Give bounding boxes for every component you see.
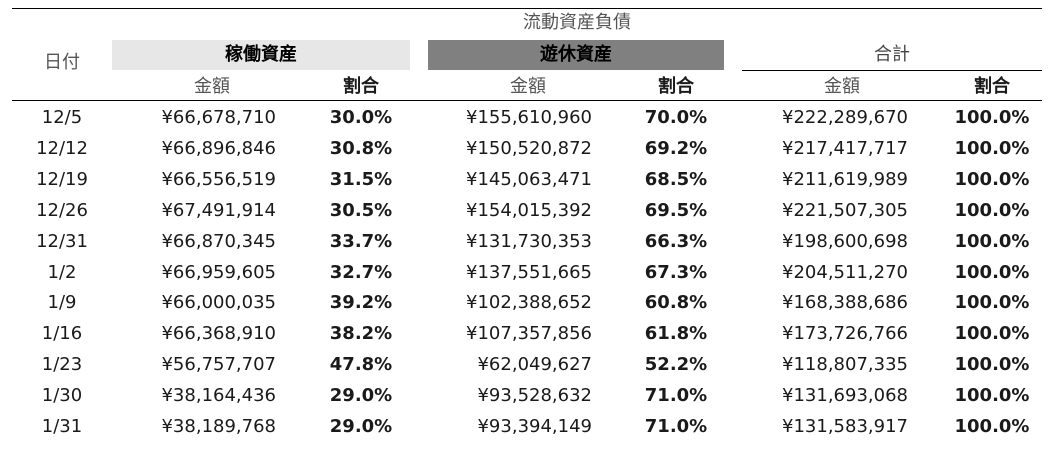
active-ratio-cell: 29.0%	[329, 416, 393, 437]
total-amount-cell: ¥173,726,766	[782, 323, 908, 345]
active-amount-cell: ¥38,189,768	[161, 416, 276, 437]
idle-amount-header: 金額	[510, 76, 546, 97]
idle-amount-cell: ¥62,049,627	[477, 354, 592, 376]
date-cell: 1/31	[41, 416, 83, 437]
idle-amount-cell: ¥150,520,872	[466, 137, 592, 159]
active-amount-cell: ¥56,757,707	[161, 354, 276, 376]
active-ratio-header: 割合	[343, 76, 379, 97]
group-header-active: 稼働資産	[112, 40, 410, 70]
total-amount-cell: ¥217,417,717	[782, 137, 908, 159]
idle-amount-cell: ¥93,528,632	[477, 385, 592, 407]
total-amount-cell: ¥198,600,698	[782, 230, 908, 252]
active-ratio-cell: 30.5%	[329, 199, 393, 221]
active-ratio-cell: 31.5%	[329, 168, 393, 190]
active-amount-cell: ¥38,164,436	[161, 385, 276, 407]
active-amount-cell: ¥66,368,910	[161, 323, 276, 345]
total-ratio-cell: 100.0%	[954, 323, 1030, 345]
active-ratio-cell: 32.7%	[329, 261, 393, 283]
date-cell: 12/26	[36, 199, 88, 221]
idle-ratio-header: 割合	[658, 76, 694, 97]
idle-amount-cell: ¥93,394,149	[477, 416, 592, 437]
idle-amount-cell: ¥145,063,471	[466, 168, 592, 190]
total-amount-cell: ¥131,583,917	[782, 416, 908, 437]
total-ratio-cell: 100.0%	[954, 354, 1030, 376]
total-ratio-cell: 100.0%	[954, 230, 1030, 252]
date-cell: 12/31	[36, 230, 88, 252]
date-cell: 1/23	[41, 354, 83, 376]
total-amount-header: 金額	[824, 76, 860, 97]
idle-ratio-cell: 68.5%	[644, 168, 708, 190]
active-amount-cell: ¥66,000,035	[161, 292, 276, 314]
date-header: 日付	[44, 52, 80, 73]
idle-ratio-cell: 61.8%	[644, 323, 708, 345]
active-amount-cell: ¥66,870,345	[161, 230, 276, 252]
total-ratio-cell: 100.0%	[954, 292, 1030, 314]
total-ratio-header: 割合	[974, 76, 1010, 97]
active-ratio-cell: 38.2%	[329, 323, 393, 345]
idle-ratio-cell: 67.3%	[644, 261, 708, 283]
idle-amount-cell: ¥102,388,652	[466, 292, 592, 314]
date-cell: 1/2	[47, 261, 77, 283]
date-cell: 1/30	[41, 385, 83, 407]
active-ratio-cell: 30.0%	[329, 107, 393, 128]
idle-ratio-cell: 69.5%	[644, 199, 708, 221]
active-amount-cell: ¥66,556,519	[161, 168, 276, 190]
total-amount-cell: ¥222,289,670	[782, 107, 908, 128]
total-amount-cell: ¥118,807,335	[782, 354, 908, 376]
idle-ratio-cell: 70.0%	[644, 107, 708, 128]
total-ratio-cell: 100.0%	[954, 107, 1030, 128]
group-header-total: 合計	[874, 44, 910, 65]
total-ratio-cell: 100.0%	[954, 137, 1030, 159]
date-cell: 1/9	[47, 292, 77, 314]
active-amount-cell: ¥66,959,605	[161, 261, 276, 283]
date-cell: 12/19	[36, 168, 88, 190]
total-ratio-cell: 100.0%	[954, 199, 1030, 221]
active-ratio-cell: 29.0%	[329, 385, 393, 407]
total-group-rule	[742, 70, 1042, 71]
idle-amount-cell: ¥155,610,960	[466, 107, 592, 128]
active-amount-header: 金額	[194, 76, 230, 97]
total-amount-cell: ¥221,507,305	[782, 199, 908, 221]
idle-ratio-cell: 60.8%	[644, 292, 708, 314]
total-amount-cell: ¥204,511,270	[782, 261, 908, 283]
total-ratio-cell: 100.0%	[954, 416, 1030, 437]
active-amount-cell: ¥66,896,846	[161, 137, 276, 159]
idle-ratio-cell: 66.3%	[644, 230, 708, 252]
active-amount-cell: ¥66,678,710	[161, 107, 276, 128]
active-amount-cell: ¥67,491,914	[161, 199, 276, 221]
idle-ratio-cell: 71.0%	[644, 385, 708, 407]
table-title: 流動資産負債	[523, 12, 631, 33]
total-ratio-cell: 100.0%	[954, 168, 1030, 190]
idle-amount-cell: ¥154,015,392	[466, 199, 592, 221]
date-cell: 12/12	[36, 137, 88, 159]
idle-ratio-cell: 52.2%	[644, 354, 708, 376]
active-ratio-cell: 33.7%	[329, 230, 393, 252]
active-ratio-cell: 30.8%	[329, 137, 393, 159]
idle-ratio-cell: 71.0%	[644, 416, 708, 437]
group-header-idle: 遊休資産	[428, 40, 724, 70]
date-cell: 1/16	[41, 323, 83, 345]
total-ratio-cell: 100.0%	[954, 385, 1030, 407]
idle-amount-cell: ¥107,357,856	[466, 323, 592, 345]
date-cell: 12/5	[41, 107, 83, 128]
header-rule	[12, 100, 1042, 101]
active-ratio-cell: 39.2%	[329, 292, 393, 314]
total-amount-cell: ¥211,619,989	[782, 168, 908, 190]
active-ratio-cell: 47.8%	[329, 354, 393, 376]
top-rule	[12, 8, 1042, 9]
total-amount-cell: ¥168,388,686	[782, 292, 908, 314]
total-amount-cell: ¥131,693,068	[782, 385, 908, 407]
idle-ratio-cell: 69.2%	[644, 137, 708, 159]
idle-amount-cell: ¥131,730,353	[466, 230, 592, 252]
total-ratio-cell: 100.0%	[954, 261, 1030, 283]
idle-amount-cell: ¥137,551,665	[466, 261, 592, 283]
